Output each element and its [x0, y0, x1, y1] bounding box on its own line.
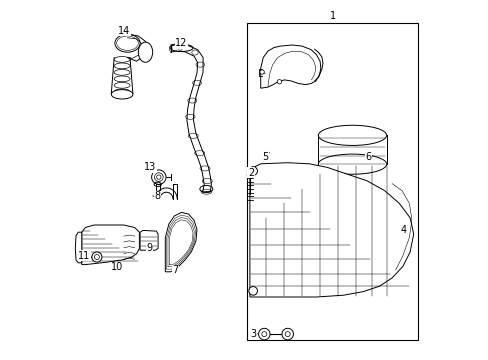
Ellipse shape — [115, 34, 140, 52]
Ellipse shape — [318, 125, 386, 145]
Text: 9: 9 — [146, 243, 152, 253]
Polygon shape — [165, 212, 197, 272]
Ellipse shape — [111, 90, 133, 99]
Ellipse shape — [114, 76, 130, 82]
Text: 13: 13 — [144, 162, 156, 172]
Circle shape — [258, 328, 269, 340]
Ellipse shape — [318, 154, 386, 174]
Text: 11: 11 — [78, 251, 90, 261]
Text: 2: 2 — [247, 168, 254, 178]
Text: 8: 8 — [154, 191, 160, 201]
Polygon shape — [75, 232, 81, 263]
Ellipse shape — [138, 42, 152, 62]
Ellipse shape — [114, 63, 130, 69]
Text: 12: 12 — [175, 38, 187, 48]
Circle shape — [248, 287, 257, 295]
Ellipse shape — [114, 69, 130, 75]
Text: 4: 4 — [400, 225, 406, 235]
Text: 7: 7 — [172, 265, 178, 275]
Polygon shape — [140, 230, 158, 250]
Ellipse shape — [114, 57, 130, 62]
Polygon shape — [249, 163, 413, 297]
Text: 5: 5 — [262, 152, 268, 162]
Ellipse shape — [114, 89, 130, 95]
Circle shape — [248, 167, 257, 175]
Text: 6: 6 — [365, 152, 371, 162]
Text: 1: 1 — [329, 11, 335, 21]
Circle shape — [282, 328, 293, 340]
Text: 10: 10 — [110, 262, 122, 272]
Circle shape — [260, 70, 264, 74]
Circle shape — [92, 252, 102, 262]
Polygon shape — [260, 45, 320, 88]
Bar — [247, 23, 418, 340]
Circle shape — [151, 170, 166, 184]
Text: 14: 14 — [118, 26, 130, 36]
Polygon shape — [81, 225, 139, 265]
Text: 3: 3 — [250, 329, 256, 339]
Ellipse shape — [114, 82, 130, 88]
Circle shape — [277, 80, 281, 84]
